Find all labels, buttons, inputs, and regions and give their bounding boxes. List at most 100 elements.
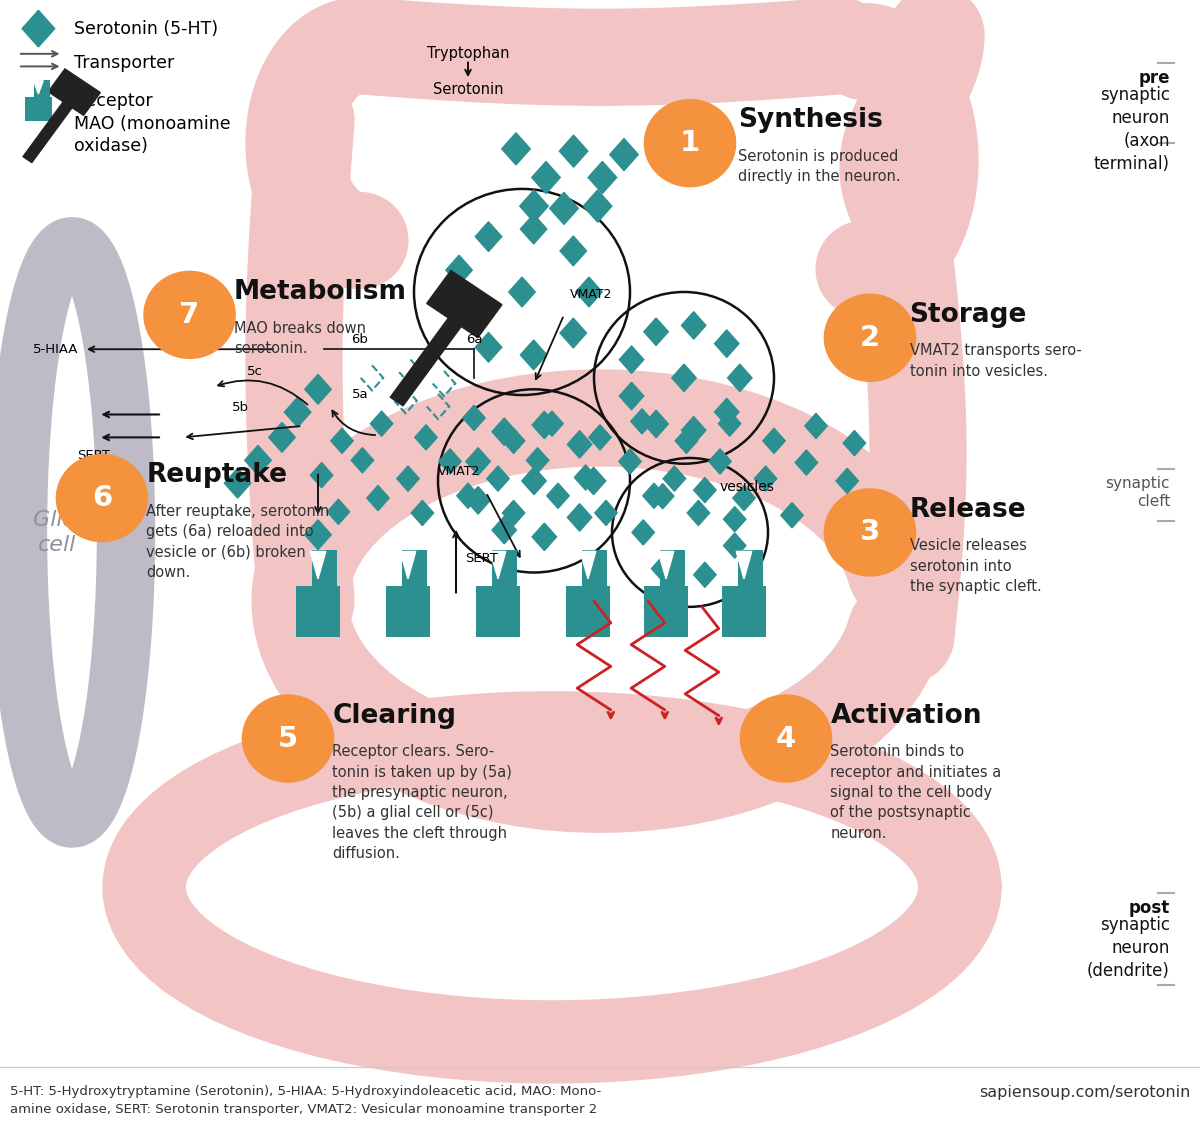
Text: Activation: Activation (830, 703, 982, 728)
Polygon shape (532, 411, 557, 439)
Text: Serotonin is produced
directly in the neuron.: Serotonin is produced directly in the ne… (738, 149, 901, 184)
Polygon shape (619, 449, 641, 474)
Text: VMAT2: VMAT2 (570, 287, 612, 301)
Text: VMAT2: VMAT2 (438, 465, 480, 479)
Polygon shape (487, 466, 509, 491)
Circle shape (242, 695, 334, 782)
Polygon shape (439, 449, 461, 474)
Polygon shape (727, 364, 752, 392)
Polygon shape (589, 425, 611, 450)
Polygon shape (547, 483, 569, 508)
Polygon shape (619, 346, 644, 373)
Text: MAO breaks down
serotonin.: MAO breaks down serotonin. (234, 321, 366, 356)
Polygon shape (688, 500, 709, 526)
Polygon shape (719, 411, 740, 436)
Polygon shape (390, 293, 479, 405)
Polygon shape (34, 81, 43, 94)
Polygon shape (224, 468, 251, 498)
Polygon shape (503, 500, 524, 526)
Polygon shape (521, 214, 547, 244)
Text: 5-HT: 5-Hydroxytryptamine (Serotonin), 5-HIAA: 5-Hydroxyindoleacetic acid, MAO: : 5-HT: 5-Hydroxytryptamine (Serotonin), 5… (10, 1085, 601, 1116)
Polygon shape (610, 139, 638, 171)
Polygon shape (805, 413, 827, 439)
Bar (594, 550, 606, 591)
Bar (402, 550, 414, 591)
Polygon shape (796, 450, 817, 475)
Text: MAO (monoamine
oxidase): MAO (monoamine oxidase) (74, 114, 232, 156)
Bar (722, 586, 766, 637)
Text: 2: 2 (860, 324, 880, 352)
Polygon shape (305, 520, 331, 550)
Polygon shape (492, 418, 516, 445)
Text: 1: 1 (680, 129, 700, 157)
Polygon shape (576, 277, 602, 307)
Polygon shape (733, 485, 755, 511)
Polygon shape (503, 428, 524, 453)
Polygon shape (23, 85, 84, 163)
Polygon shape (475, 332, 502, 362)
Polygon shape (463, 405, 485, 431)
Polygon shape (520, 190, 548, 222)
Polygon shape (541, 411, 563, 436)
Polygon shape (457, 483, 479, 508)
Circle shape (144, 271, 235, 358)
Polygon shape (491, 552, 505, 579)
Text: SERT: SERT (77, 449, 110, 461)
Text: Receptor: Receptor (74, 92, 154, 110)
Text: 4: 4 (776, 725, 796, 752)
Text: 5c: 5c (246, 365, 263, 378)
Polygon shape (682, 311, 706, 339)
Text: Clearing: Clearing (332, 703, 456, 728)
Polygon shape (781, 503, 803, 528)
Polygon shape (475, 222, 502, 252)
Bar (324, 550, 336, 591)
Bar (672, 550, 684, 591)
Text: synaptic
neuron
(axon
terminal): synaptic neuron (axon terminal) (1094, 86, 1170, 173)
Polygon shape (560, 318, 587, 348)
Text: Metabolism: Metabolism (234, 279, 407, 305)
Text: Receptor clears. Sero-
tonin is taken up by (5a)
the presynaptic neuron,
(5b) a : Receptor clears. Sero- tonin is taken up… (332, 744, 512, 861)
Circle shape (824, 294, 916, 381)
Text: Synthesis: Synthesis (738, 108, 883, 133)
Polygon shape (415, 425, 437, 450)
Polygon shape (659, 552, 673, 579)
Text: synaptic
cleft: synaptic cleft (1105, 476, 1170, 508)
Text: synaptic
neuron
(dendrite): synaptic neuron (dendrite) (1087, 916, 1170, 980)
Polygon shape (709, 449, 731, 474)
Bar (750, 550, 762, 591)
Polygon shape (844, 431, 865, 456)
Bar (414, 550, 426, 591)
Polygon shape (371, 411, 392, 436)
Polygon shape (269, 423, 295, 452)
Text: VMAT2 transports sero-
tonin into vesicles.: VMAT2 transports sero- tonin into vesicl… (910, 344, 1081, 379)
Text: Reuptake: Reuptake (146, 463, 288, 488)
Polygon shape (412, 500, 433, 526)
Polygon shape (502, 133, 530, 165)
Polygon shape (652, 483, 674, 508)
Polygon shape (583, 190, 612, 222)
Polygon shape (644, 318, 668, 346)
Polygon shape (328, 499, 349, 524)
Polygon shape (643, 483, 665, 508)
Text: Release: Release (910, 497, 1026, 522)
Bar (738, 550, 750, 591)
Text: Serotonin binds to
receptor and initiates a
signal to the cell body
of the posts: Serotonin binds to receptor and initiate… (830, 744, 1002, 840)
Text: sapiensoup.com/serotonin: sapiensoup.com/serotonin (979, 1085, 1190, 1100)
Polygon shape (694, 562, 716, 587)
Circle shape (644, 100, 736, 187)
Polygon shape (466, 448, 491, 475)
Circle shape (56, 455, 148, 542)
Text: 6: 6 (92, 484, 112, 512)
Polygon shape (492, 516, 516, 544)
Polygon shape (311, 463, 332, 488)
Bar (492, 550, 504, 591)
Polygon shape (664, 466, 685, 491)
Polygon shape (588, 161, 617, 194)
Text: 6a: 6a (466, 333, 482, 346)
Text: 3: 3 (860, 519, 880, 546)
Polygon shape (682, 417, 706, 444)
Polygon shape (652, 556, 674, 582)
Polygon shape (575, 465, 596, 490)
Polygon shape (724, 506, 746, 531)
Polygon shape (550, 192, 578, 224)
